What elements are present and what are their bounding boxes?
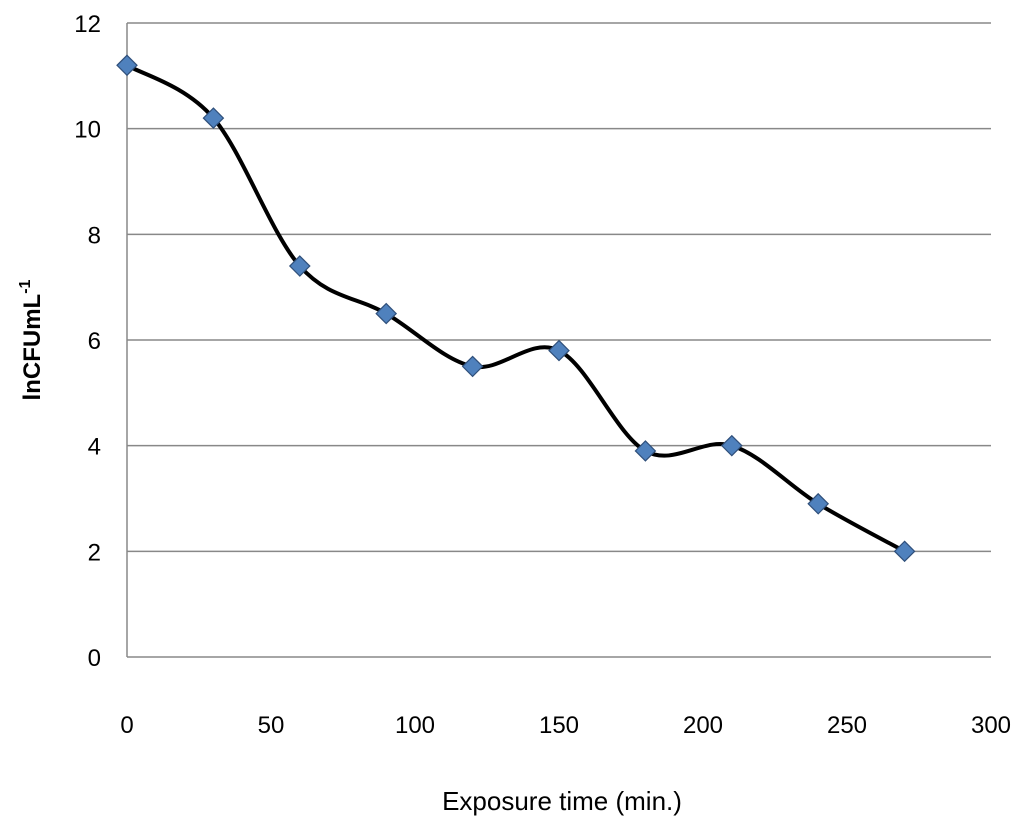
y-tick-label: 4 <box>88 434 101 461</box>
data-markers <box>116 54 916 563</box>
y-tick-label: 6 <box>88 328 101 355</box>
data-point-marker <box>375 302 398 325</box>
data-point-marker <box>461 355 484 378</box>
y-axis-title-text: lnCFUmL <box>19 294 46 401</box>
data-point-marker <box>116 54 138 77</box>
data-point-marker <box>548 339 570 362</box>
data-point-marker <box>720 434 743 457</box>
data-point-marker <box>202 107 225 129</box>
x-axis-title: Exposure time (min.) <box>442 786 682 816</box>
grid-lines <box>127 22 991 553</box>
y-tick-label: 0 <box>88 645 101 672</box>
x-tick-label: 150 <box>539 712 579 739</box>
data-point-marker <box>893 540 916 563</box>
data-point-marker <box>634 440 657 462</box>
y-tick-label: 10 <box>74 117 101 144</box>
y-tick-label: 12 <box>74 11 101 38</box>
x-axis-ticks: 0 50 100 150 200 250 300 <box>120 712 1011 739</box>
x-tick-label: 100 <box>395 712 435 739</box>
data-point-marker <box>288 255 311 277</box>
y-axis-title: lnCFUmL-1 <box>17 279 46 400</box>
y-axis-title-superscript: -1 <box>17 279 34 293</box>
y-tick-label: 2 <box>88 539 101 566</box>
x-tick-label: 300 <box>971 712 1011 739</box>
series-line <box>125 63 907 554</box>
x-tick-label: 50 <box>258 712 285 739</box>
x-tick-label: 250 <box>827 712 867 739</box>
data-point-marker <box>807 492 830 515</box>
y-tick-label: 8 <box>88 222 101 249</box>
x-tick-label: 200 <box>683 712 723 739</box>
y-axis-ticks: 0 2 4 6 8 10 12 <box>74 11 101 672</box>
x-tick-label: 0 <box>120 712 133 739</box>
